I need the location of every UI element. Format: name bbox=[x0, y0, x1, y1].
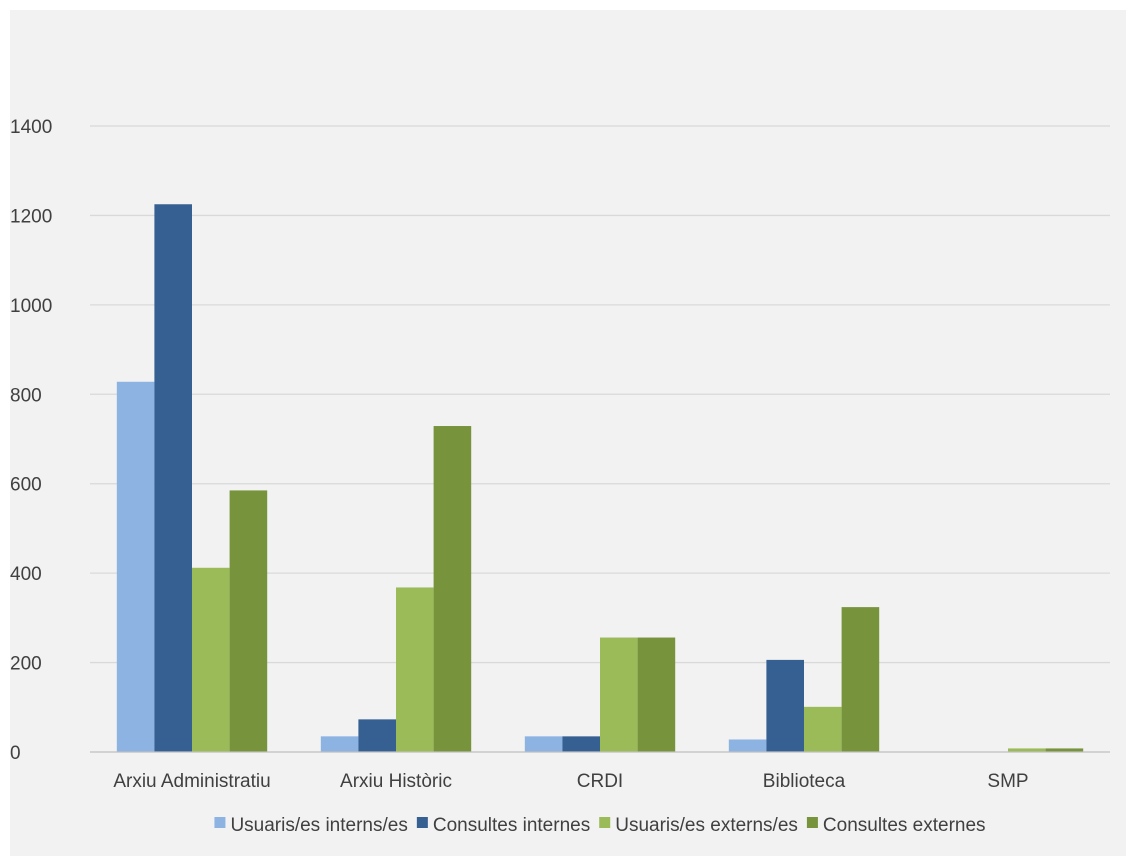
legend-item: Usuaris/es interns/es bbox=[214, 815, 408, 836]
bar-3-2 bbox=[396, 587, 434, 752]
bar-3-4 bbox=[804, 706, 842, 752]
bar-4-4 bbox=[841, 607, 880, 752]
y-axis-tick-labels: 0 200 400 600 800 1000 1200 1400 bbox=[10, 117, 52, 764]
x-category-label: SMP bbox=[987, 771, 1028, 792]
bar-2-1 bbox=[154, 204, 192, 752]
x-axis-category-labels: Arxiu Administratiu Arxiu Històric CRDI Bib… bbox=[113, 771, 1028, 792]
bar-3-3 bbox=[600, 637, 638, 752]
bar-4-3 bbox=[637, 637, 676, 752]
legend-label: Usuaris/es externs/es bbox=[615, 815, 798, 836]
y-tick-label: 1400 bbox=[10, 117, 52, 138]
legend-swatch bbox=[214, 817, 226, 828]
legend-label: Consultes externes bbox=[823, 815, 986, 836]
bar-1-3 bbox=[524, 736, 563, 752]
legend-item: Usuaris/es externs/es bbox=[599, 815, 798, 836]
bar-2-4 bbox=[766, 659, 804, 752]
legend-item: Consultes externes bbox=[806, 815, 986, 836]
legend: Usuaris/es interns/es Consultes internes U… bbox=[214, 815, 986, 836]
bar-4-2 bbox=[433, 426, 472, 752]
y-tick-label: 200 bbox=[10, 654, 42, 675]
y-tick-label: 400 bbox=[10, 564, 42, 585]
y-tick-label: 1200 bbox=[10, 206, 52, 227]
bar-1-4 bbox=[728, 739, 767, 752]
bar-2-2 bbox=[358, 719, 396, 752]
y-tick-label: 1000 bbox=[10, 296, 52, 317]
legend-swatch bbox=[806, 817, 818, 828]
x-category-label: CRDI bbox=[577, 771, 623, 792]
bar-chart: 0 200 400 600 800 1000 1200 1400 Arxiu Administ… bbox=[10, 117, 1110, 836]
y-tick-label: 800 bbox=[10, 385, 42, 406]
bar-2-3 bbox=[562, 736, 600, 752]
x-category-label: Arxiu Històric bbox=[340, 771, 452, 792]
bar-4-1 bbox=[229, 490, 268, 752]
bar-4-5 bbox=[1045, 748, 1084, 752]
bars bbox=[116, 204, 1084, 752]
bar-1-1 bbox=[116, 381, 155, 752]
y-tick-label: 0 bbox=[10, 743, 21, 764]
bar-3-1 bbox=[192, 567, 230, 752]
x-category-label: Biblioteca bbox=[763, 771, 846, 792]
chart-area: 0 200 400 600 800 1000 1200 1400 Arxiu Administ… bbox=[10, 10, 1126, 856]
legend-label: Usuaris/es interns/es bbox=[230, 815, 407, 836]
legend-swatch bbox=[599, 817, 611, 828]
legend-label: Consultes internes bbox=[433, 815, 590, 836]
legend-item: Consultes internes bbox=[416, 815, 590, 836]
legend-swatch bbox=[416, 817, 428, 828]
bar-1-2 bbox=[320, 736, 359, 752]
x-category-label: Arxiu Administratiu bbox=[113, 771, 270, 792]
y-tick-label: 600 bbox=[10, 475, 42, 496]
bar-3-5 bbox=[1008, 748, 1046, 752]
